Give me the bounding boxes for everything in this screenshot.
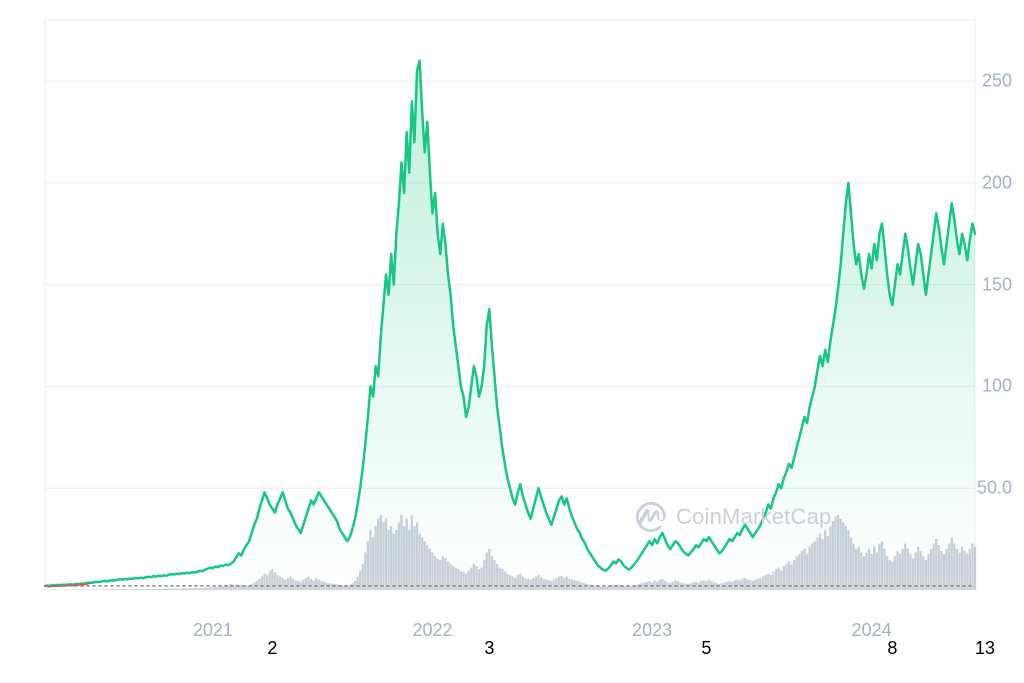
watermark-text: CoinMarketCap — [676, 504, 831, 530]
x-tick-aux: 5 — [701, 638, 711, 659]
y-tick-label: 150 — [982, 274, 1012, 295]
x-tick-aux: 8 — [887, 638, 897, 659]
y-tick-label: 50.0 — [977, 478, 1012, 499]
x-tick-year: 2023 — [632, 620, 672, 641]
x-tick-year: 2021 — [193, 620, 233, 641]
chart-svg — [0, 0, 1024, 683]
y-tick-label: 200 — [982, 172, 1012, 193]
x-tick-aux: 3 — [484, 638, 494, 659]
x-tick-aux: 2 — [267, 638, 277, 659]
watermark: CoinMarketCap — [636, 502, 831, 532]
price-chart: 50.0100150200250 2021202220232024235813 … — [0, 0, 1024, 683]
y-tick-label: 250 — [982, 71, 1012, 92]
x-tick-year: 2022 — [412, 620, 452, 641]
x-tick-year: 2024 — [852, 620, 892, 641]
price-area — [45, 61, 975, 586]
x-tick-aux: 13 — [975, 638, 995, 659]
coinmarketcap-icon — [636, 502, 666, 532]
y-tick-label: 100 — [982, 376, 1012, 397]
